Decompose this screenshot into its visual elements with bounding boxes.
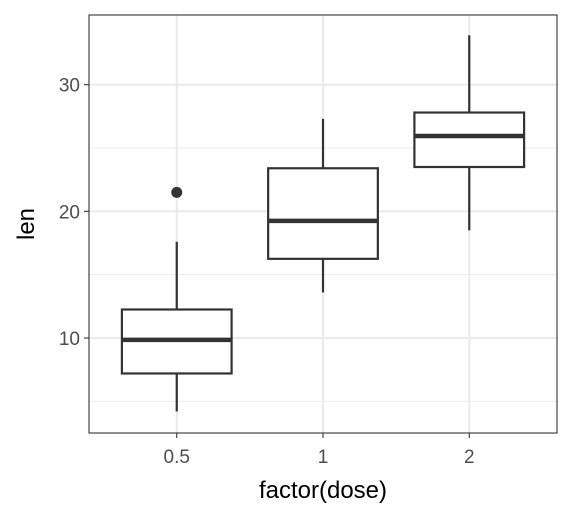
y-axis-title: len <box>13 208 40 240</box>
x-axis-title: factor(dose) <box>259 477 387 504</box>
y-tick-label: 20 <box>59 202 80 223</box>
box-group <box>413 35 526 231</box>
x-axis: 0.5 1 2 <box>164 433 475 468</box>
box-group <box>267 118 379 293</box>
x-tick-label: 2 <box>464 447 475 468</box>
box-iqr <box>413 111 526 169</box>
y-tick-label: 30 <box>59 76 80 97</box>
x-tick-label: 0.5 <box>164 447 190 468</box>
y-tick-label: 10 <box>59 329 80 350</box>
outlier-point <box>171 186 183 198</box>
x-tick-label: 1 <box>318 447 329 468</box>
box-iqr <box>267 167 379 260</box>
box-series <box>120 35 526 412</box>
box-group <box>120 186 233 412</box>
y-axis: 10 20 30 <box>59 76 89 350</box>
